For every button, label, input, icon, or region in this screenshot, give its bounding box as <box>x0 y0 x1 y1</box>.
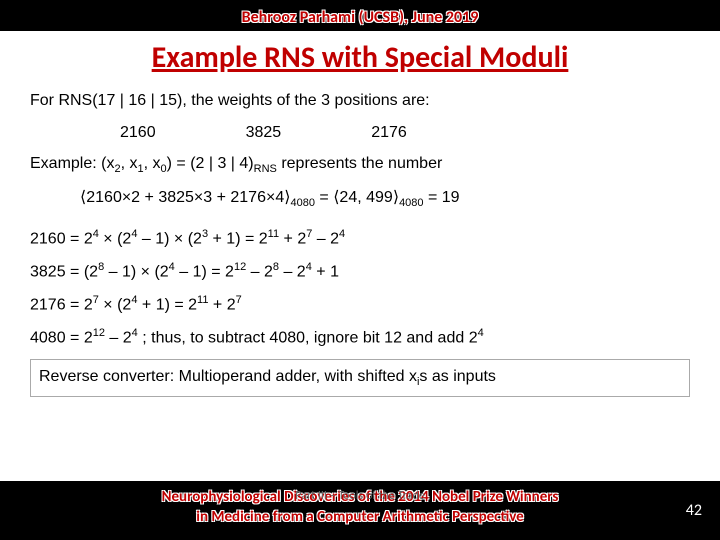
eq-2176: 2176 = 27 × (24 + 1) = 211 + 27 <box>30 293 690 316</box>
intro-line: For RNS(17 | 16 | 15), the weights of th… <box>30 90 690 112</box>
eq3825-p3: – 2 <box>246 264 273 281</box>
eq3825-p1: – 1) × (2 <box>104 264 168 281</box>
eq3825-p2: – 1) = 2 <box>175 264 234 281</box>
top-banner-text: Behrooz Parhami (UCSB), June 2019 <box>242 8 479 27</box>
eq4080-lhs: 4080 = 2 <box>30 329 93 346</box>
calc-line: ⟨2160×2 + 3825×3 + 2176×4⟩4080 = ⟨24, 49… <box>30 187 690 211</box>
reverse-xv: x <box>409 368 417 385</box>
body-content: For RNS(17 | 16 | 15), the weights of th… <box>30 90 690 397</box>
eq2176-e4: 7 <box>236 294 242 306</box>
comma2: , <box>144 155 153 172</box>
example-prefix: Example: ( <box>30 155 106 172</box>
eq2176-lhs: 2176 = 2 <box>30 296 93 313</box>
weights-row: 2160 3825 2176 <box>30 122 690 144</box>
slide-title: Example RNS with Special Moduli <box>30 39 690 76</box>
eq2160-lhs: 2160 = 2 <box>30 231 93 248</box>
eq2176-p2: + 1) = 2 <box>137 296 197 313</box>
x0-var: x <box>153 155 161 172</box>
eq2160-p4: + 2 <box>279 231 306 248</box>
example-suffix: represents the number <box>277 155 442 172</box>
slide-body: Example RNS with Special Moduli For RNS(… <box>0 31 720 481</box>
top-banner: Behrooz Parhami (UCSB), June 2019 <box>0 0 720 31</box>
eq2176-e3: 11 <box>197 294 208 306</box>
bottom-banner: Part III – Tools of the Trade Neurophysi… <box>0 481 720 534</box>
calc-mod2: 4080 <box>399 197 423 209</box>
weight-2: 3825 <box>246 122 282 144</box>
eq2160-p5: – 2 <box>312 231 339 248</box>
rns-sub: RNS <box>254 163 277 175</box>
weight-1: 2160 <box>120 122 156 144</box>
eq3825-lhs: 3825 = (2 <box>30 264 98 281</box>
weight-3: 2176 <box>371 122 407 144</box>
eq-4080: 4080 = 212 – 2 4 ; thus, to subtract 4080… <box>30 326 690 349</box>
calc-eq1: = ⟨24, 499⟩ <box>315 189 399 206</box>
example-line: Example: (x2, x1, x0) = (2 | 3 | 4)RNS r… <box>30 153 690 177</box>
eq2160-p1: × (2 <box>99 231 131 248</box>
page-number: 42 <box>686 501 702 520</box>
eq-2160: 2160 = 24 × (24 – 1) × (23 + 1) = 211 + … <box>30 227 690 250</box>
eq4080-p1: – 2 <box>105 329 132 346</box>
part-label: Part III – Tools of the Trade <box>0 489 720 503</box>
eq3825-p4: – 2 <box>279 264 306 281</box>
eq2160-p3: + 1) = 2 <box>208 231 268 248</box>
reverse-t1: Reverse converter: Multioperand adder, w… <box>39 368 409 385</box>
example-mid: ) = (2 | 3 | 4) <box>167 155 254 172</box>
reverse-t2: s as inputs <box>419 368 495 385</box>
eq-3825: 3825 = (28 – 1) × (24 – 1) = 212 – 28 – … <box>30 260 690 283</box>
calc-open: ⟨2160×2 + 3825×3 + 2176×4⟩ <box>80 189 290 206</box>
calc-eq2: = 19 <box>424 189 460 206</box>
eq3825-e3: 12 <box>234 261 246 273</box>
bottom-line2: in Medicine from a Computer Arithmetic P… <box>0 507 720 527</box>
eq3825-p5: + 1 <box>312 264 339 281</box>
eq2160-p2: – 1) × (2 <box>137 231 201 248</box>
eq2160-e4: 11 <box>268 228 279 240</box>
eq2176-p3: + 2 <box>208 296 235 313</box>
eq2160-e6: 4 <box>339 228 345 240</box>
reverse-box: Reverse converter: Multioperand adder, w… <box>30 359 690 397</box>
eq4080-e1: 12 <box>93 327 105 339</box>
eq2176-p1: × (2 <box>99 296 131 313</box>
eq4080-p2: ; thus, to subtract 4080, ignore bit 12 … <box>138 329 478 346</box>
calc-mod1: 4080 <box>290 197 314 209</box>
eq4080-e3: 4 <box>478 327 484 339</box>
